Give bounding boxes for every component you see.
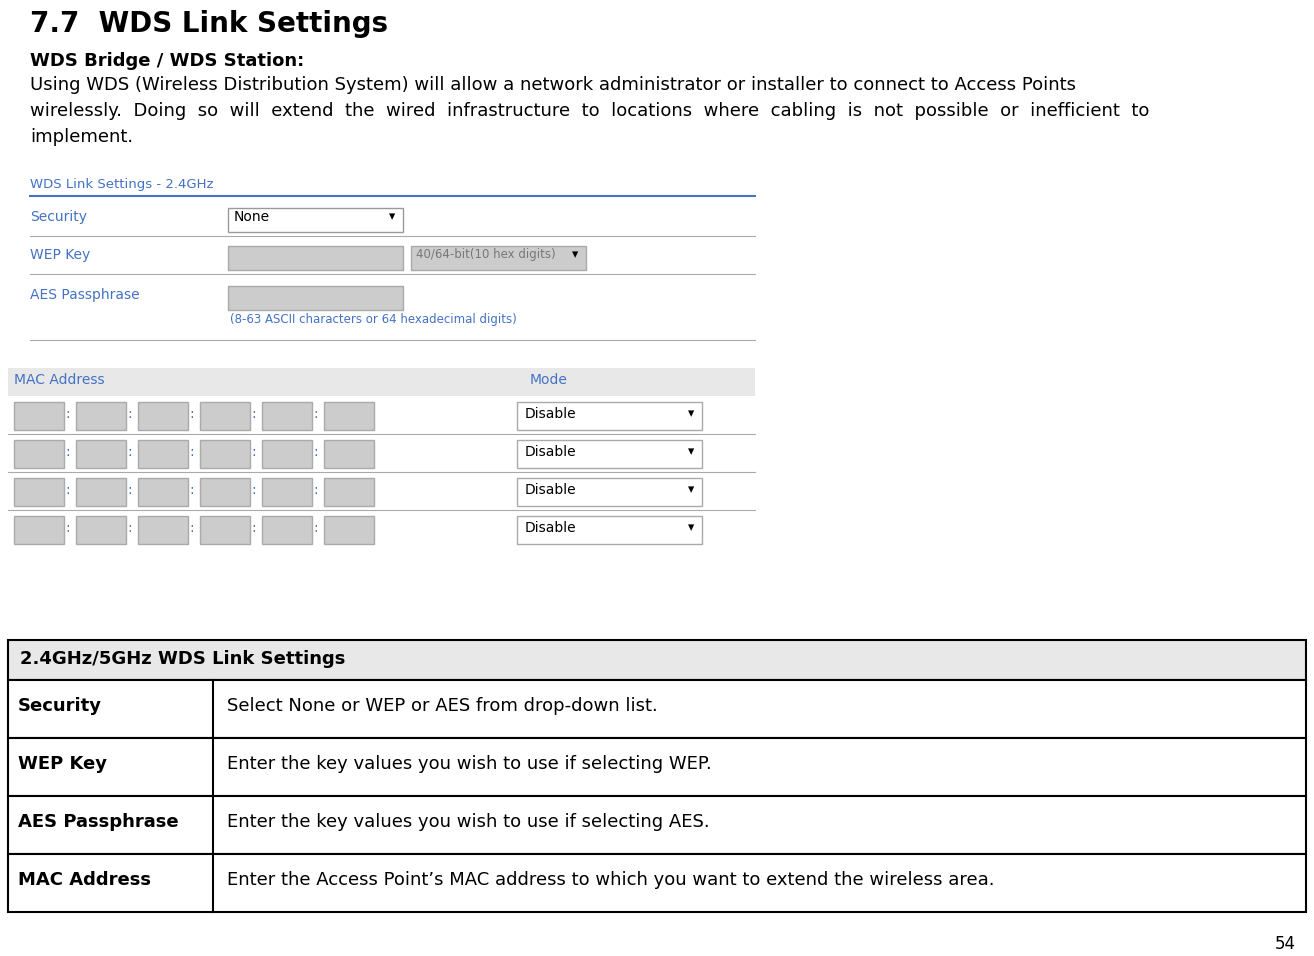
- Bar: [138, 402, 188, 430]
- Text: WEP Key: WEP Key: [30, 248, 91, 262]
- Bar: [8, 796, 1306, 854]
- Text: ▾: ▾: [689, 407, 694, 420]
- Text: WEP Key: WEP Key: [18, 755, 106, 773]
- Bar: [200, 440, 250, 468]
- Text: :: :: [313, 407, 318, 421]
- Bar: [200, 402, 250, 430]
- Text: AES Passphrase: AES Passphrase: [18, 813, 179, 831]
- Text: Disable: Disable: [526, 407, 577, 421]
- Text: 7.7  WDS Link Settings: 7.7 WDS Link Settings: [30, 10, 388, 38]
- Text: :: :: [64, 407, 70, 421]
- Text: :: :: [127, 483, 131, 497]
- Bar: [76, 516, 126, 544]
- Bar: [138, 516, 188, 544]
- Text: 40/64-bit(10 hex digits): 40/64-bit(10 hex digits): [417, 248, 556, 261]
- Text: Enter the Access Point’s MAC address to which you want to extend the wireless ar: Enter the Access Point’s MAC address to …: [227, 871, 995, 889]
- Bar: [261, 440, 311, 468]
- Bar: [14, 402, 64, 430]
- Text: MAC Address: MAC Address: [14, 373, 105, 387]
- Bar: [229, 246, 403, 270]
- Bar: [516, 478, 702, 506]
- Text: Mode: Mode: [530, 373, 568, 387]
- Text: 2.4GHz/5GHz WDS Link Settings: 2.4GHz/5GHz WDS Link Settings: [20, 650, 346, 668]
- Bar: [76, 402, 126, 430]
- Text: MAC Address: MAC Address: [18, 871, 151, 889]
- Bar: [8, 368, 756, 396]
- Text: implement.: implement.: [30, 128, 133, 146]
- Bar: [8, 738, 1306, 796]
- Text: Enter the key values you wish to use if selecting WEP.: Enter the key values you wish to use if …: [227, 755, 712, 773]
- Bar: [229, 286, 403, 310]
- Text: :: :: [313, 483, 318, 497]
- Text: Disable: Disable: [526, 483, 577, 497]
- Text: ▾: ▾: [689, 483, 694, 496]
- Text: :: :: [189, 521, 193, 535]
- Text: :: :: [313, 445, 318, 459]
- Text: :: :: [64, 483, 70, 497]
- Bar: [261, 402, 311, 430]
- Bar: [261, 478, 311, 506]
- Text: :: :: [251, 521, 256, 535]
- Text: :: :: [127, 521, 131, 535]
- Bar: [325, 478, 374, 506]
- Text: (8-63 ASCII characters or 64 hexadecimal digits): (8-63 ASCII characters or 64 hexadecimal…: [230, 313, 516, 326]
- Bar: [8, 854, 1306, 912]
- Text: :: :: [313, 521, 318, 535]
- Text: Enter the key values you wish to use if selecting AES.: Enter the key values you wish to use if …: [227, 813, 710, 831]
- Text: ▾: ▾: [572, 248, 578, 261]
- Bar: [325, 402, 374, 430]
- Text: None: None: [234, 210, 271, 224]
- Text: Security: Security: [18, 697, 102, 715]
- Text: :: :: [64, 521, 70, 535]
- Text: Disable: Disable: [526, 445, 577, 459]
- Text: Disable: Disable: [526, 521, 577, 535]
- Bar: [516, 516, 702, 544]
- Bar: [138, 478, 188, 506]
- Text: ▾: ▾: [689, 521, 694, 534]
- Bar: [14, 478, 64, 506]
- Bar: [200, 478, 250, 506]
- Text: :: :: [64, 445, 70, 459]
- Bar: [411, 246, 586, 270]
- Text: Security: Security: [30, 210, 87, 224]
- Bar: [76, 478, 126, 506]
- Text: ▾: ▾: [389, 210, 396, 223]
- Bar: [516, 402, 702, 430]
- Text: :: :: [189, 407, 193, 421]
- Text: :: :: [251, 445, 256, 459]
- Bar: [229, 208, 403, 232]
- Bar: [8, 680, 1306, 738]
- Text: :: :: [189, 445, 193, 459]
- Text: :: :: [251, 483, 256, 497]
- Text: Select None or WEP or AES from drop-down list.: Select None or WEP or AES from drop-down…: [227, 697, 658, 715]
- Text: :: :: [251, 407, 256, 421]
- Text: AES Passphrase: AES Passphrase: [30, 288, 139, 302]
- Text: :: :: [127, 407, 131, 421]
- Text: ▾: ▾: [689, 445, 694, 458]
- Bar: [516, 440, 702, 468]
- Text: WDS Link Settings - 2.4GHz: WDS Link Settings - 2.4GHz: [30, 178, 213, 191]
- Bar: [325, 440, 374, 468]
- Bar: [14, 516, 64, 544]
- Text: wirelessly.  Doing  so  will  extend  the  wired  infrastructure  to  locations : wirelessly. Doing so will extend the wir…: [30, 102, 1150, 120]
- Bar: [76, 440, 126, 468]
- Bar: [14, 440, 64, 468]
- Bar: [261, 516, 311, 544]
- Text: :: :: [189, 483, 193, 497]
- Text: Using WDS (Wireless Distribution System) will allow a network administrator or i: Using WDS (Wireless Distribution System)…: [30, 76, 1076, 94]
- Text: 54: 54: [1275, 935, 1296, 953]
- Bar: [200, 516, 250, 544]
- Bar: [8, 640, 1306, 680]
- Text: :: :: [127, 445, 131, 459]
- Bar: [138, 440, 188, 468]
- Text: WDS Bridge / WDS Station:: WDS Bridge / WDS Station:: [30, 52, 305, 70]
- Bar: [325, 516, 374, 544]
